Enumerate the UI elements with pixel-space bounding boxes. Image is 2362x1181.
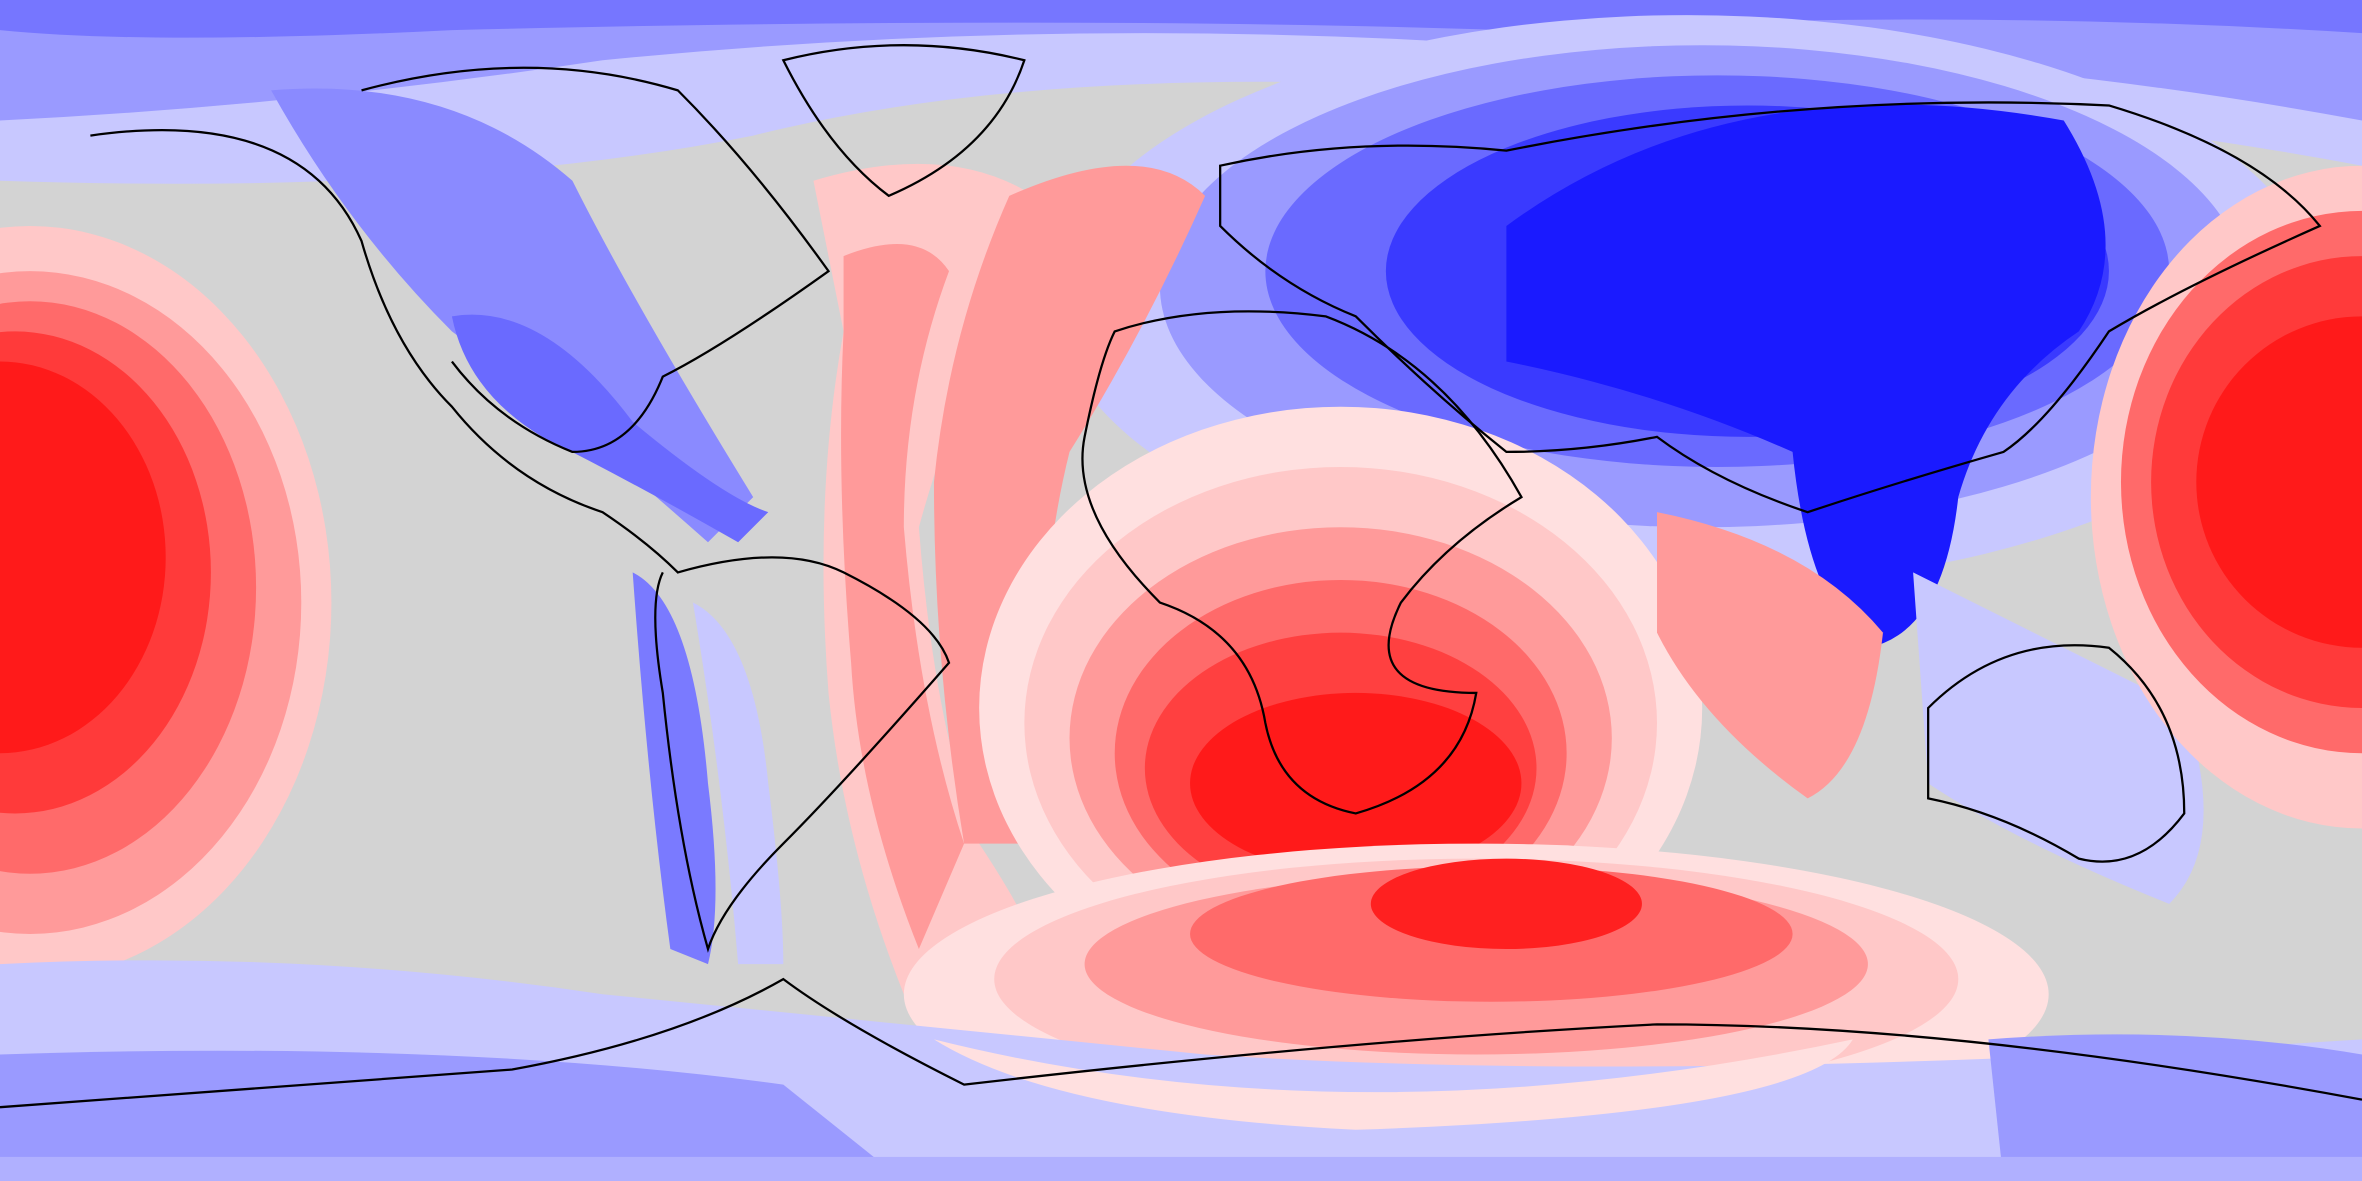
coastlines	[0, 44, 2362, 1109]
pacific-east-anomaly	[2090, 165, 2362, 829]
contour	[1913, 572, 2204, 904]
contour	[1657, 512, 1883, 799]
band	[451, 314, 769, 543]
band	[933, 1039, 1853, 1130]
band	[632, 572, 716, 965]
contour	[841, 244, 965, 950]
coastline	[781, 44, 1026, 198]
contour	[1370, 858, 1642, 950]
coastline	[361, 66, 831, 454]
coastline	[1081, 310, 1523, 815]
contour	[1190, 692, 1522, 874]
contour	[1506, 104, 2106, 648]
pacific-west-anomaly	[0, 226, 332, 980]
coastline	[0, 977, 2362, 1109]
contour	[2196, 316, 2362, 648]
contour	[0, 361, 166, 754]
asia-anomaly	[1054, 15, 2320, 904]
band	[692, 602, 784, 965]
band	[0, 0, 2362, 38]
band	[0, 1050, 904, 1181]
southern-anomaly	[903, 843, 2049, 1145]
coastline	[90, 129, 951, 953]
coastline	[1927, 644, 2186, 863]
band	[0, 1156, 2362, 1181]
band	[1988, 1034, 2362, 1181]
south-anomaly	[0, 960, 2362, 1181]
coastline	[1219, 101, 2322, 514]
